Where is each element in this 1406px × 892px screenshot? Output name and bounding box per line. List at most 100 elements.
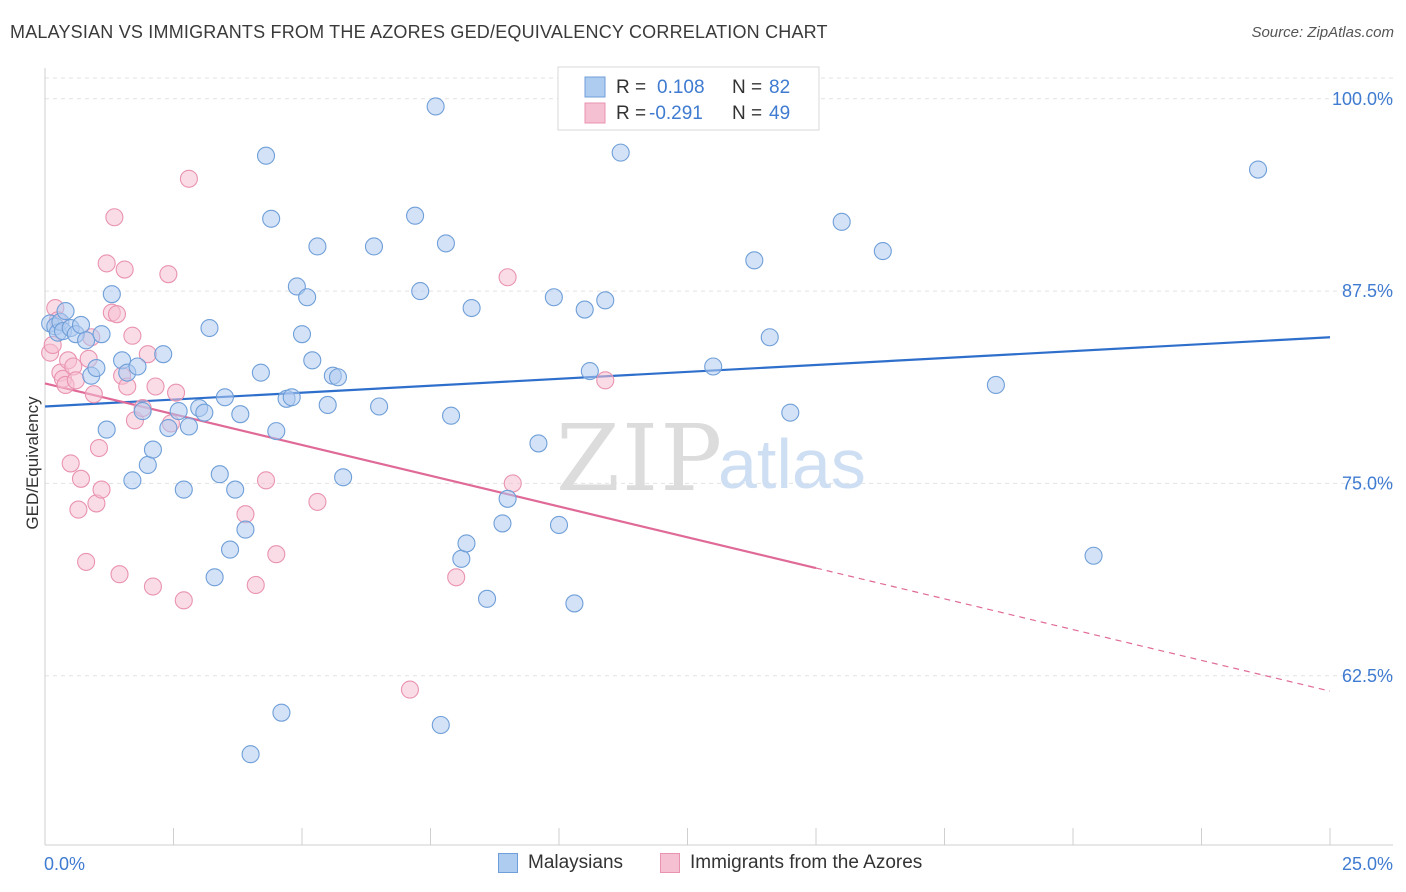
malaysian-point — [179, 417, 198, 436]
series-legend: Malaysians Immigrants from the Azores — [0, 852, 1406, 878]
malaysian-point — [529, 434, 548, 453]
malaysian-point — [298, 288, 317, 307]
malaysian-point — [1084, 546, 1103, 565]
malaysian-point — [262, 209, 281, 228]
legend-item-azores: Immigrants from the Azores — [660, 852, 922, 874]
malaysian-point — [442, 406, 461, 425]
y-tick-label: 62.5% — [1342, 666, 1393, 686]
azores-point — [308, 492, 327, 511]
malaysian-point — [575, 300, 594, 319]
malaysian-point — [431, 715, 450, 735]
malaysians-swatch — [498, 853, 518, 873]
azores-point — [498, 268, 517, 287]
malaysian-point — [215, 388, 234, 407]
malaysian-point — [220, 540, 240, 559]
azores-point — [596, 371, 615, 390]
watermark-zip: ZIP — [556, 405, 724, 512]
y-axis-label: GED/Equivalency — [23, 396, 42, 530]
y-tick-label: 100.0% — [1332, 89, 1393, 109]
malaysian-point — [986, 375, 1005, 395]
azores-point — [179, 169, 198, 188]
axes — [44, 68, 1393, 846]
azores-points — [41, 169, 615, 699]
malaysian-point — [92, 325, 111, 344]
malaysian-point — [159, 418, 178, 438]
malaysian-point — [544, 288, 563, 307]
malaysian-point — [128, 357, 147, 376]
malaysian-point — [1248, 160, 1268, 179]
azores-point — [174, 591, 193, 610]
source-credit: Source: ZipAtlas.com — [1251, 24, 1394, 41]
malaysian-point — [236, 520, 255, 539]
malaysian-point — [873, 242, 892, 261]
legend-label-malaysians: Malaysians — [528, 852, 624, 873]
azores-point — [105, 208, 124, 227]
malaysian-point — [102, 285, 121, 304]
azores-point — [236, 505, 255, 524]
azores-swatch — [660, 853, 680, 873]
malaysian-point — [200, 318, 219, 338]
malaysian-point — [143, 440, 162, 459]
malaysian-point — [781, 403, 800, 422]
malaysian-point — [195, 403, 214, 422]
malaysian-point — [406, 206, 425, 225]
malaysian-points — [41, 97, 1268, 764]
malaysian-point — [477, 589, 497, 608]
malaysian-point — [56, 302, 75, 321]
malaysian-trend-line — [44, 336, 1331, 408]
chart-title: MALAYSIAN VS IMMIGRANTS FROM THE AZORES … — [10, 22, 828, 42]
x-tick-label-max: 25.0% — [1342, 854, 1393, 874]
malaysian-point — [303, 351, 322, 370]
malaysian-point — [704, 357, 723, 376]
azores-point — [97, 254, 116, 273]
azores-point — [143, 577, 162, 596]
malaysian-point — [133, 402, 152, 421]
legend-n-value-2: 49 — [769, 103, 790, 124]
malaysian-point — [256, 146, 276, 165]
malaysian-point — [411, 282, 430, 301]
azores-point — [84, 385, 103, 404]
legend-r-label-1: R = — [616, 77, 646, 98]
malaysian-point — [138, 455, 157, 475]
azores-point — [61, 454, 80, 473]
correlation-legend: R = 0.108 N = 82 R = -0.291 N = 49 — [557, 66, 820, 131]
malaysian-point — [87, 358, 106, 378]
y-tick-labels: 62.5% 75.0% 87.5% 100.0% — [1332, 89, 1393, 686]
azores-point — [107, 305, 127, 324]
azores-point — [167, 383, 186, 402]
malaysian-point — [292, 325, 312, 344]
malaysian-point — [272, 703, 291, 722]
malaysian-point — [580, 362, 599, 381]
azores-trend-line-extension — [815, 567, 1331, 692]
malaysian-point — [123, 471, 142, 490]
azores-point — [159, 265, 178, 284]
legend-swatch-azores — [584, 102, 606, 124]
legend-r-value-1: 0.108 — [657, 77, 705, 98]
azores-point — [110, 565, 129, 584]
legend-label-azores: Immigrants from the Azores — [690, 852, 923, 873]
y-tick-label: 75.0% — [1342, 473, 1393, 493]
malaysian-point — [452, 549, 471, 568]
malaysian-point — [174, 480, 193, 499]
malaysian-point — [596, 291, 615, 310]
x-tick-label-min: 0.0% — [44, 854, 85, 874]
malaysian-point — [77, 331, 96, 350]
malaysian-point — [611, 143, 630, 162]
legend-item-malaysians: Malaysians — [498, 852, 623, 874]
malaysian-point — [241, 745, 260, 764]
malaysian-point — [334, 468, 353, 487]
y-tick-label: 87.5% — [1342, 281, 1393, 301]
malaysian-point — [364, 237, 384, 256]
legend-r-value-2: -0.291 — [649, 103, 703, 124]
malaysian-point — [308, 237, 327, 256]
watermark-atlas: atlas — [718, 425, 866, 503]
azores-point — [123, 326, 142, 345]
malaysian-point — [760, 328, 779, 347]
malaysian-point — [154, 345, 173, 364]
legend-r-label-2: R = — [616, 103, 646, 124]
azores-point — [503, 474, 522, 493]
malaysian-point — [565, 594, 584, 613]
malaysian-point — [267, 422, 286, 441]
malaysian-point — [493, 514, 512, 533]
